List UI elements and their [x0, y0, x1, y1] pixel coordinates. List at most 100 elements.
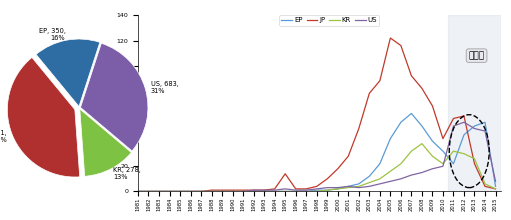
Line: KR: KR [138, 144, 496, 191]
JP [482, 185, 488, 188]
US [356, 186, 362, 189]
KR [261, 190, 267, 193]
Text: 미공개: 미공개 [469, 51, 484, 60]
US [345, 185, 352, 188]
Wedge shape [81, 43, 148, 151]
JP [188, 190, 194, 193]
EP [156, 190, 162, 193]
EP [229, 190, 236, 193]
EP [303, 190, 309, 193]
KR [188, 190, 194, 193]
US [482, 130, 488, 132]
US [198, 190, 204, 193]
Line: JP: JP [138, 38, 496, 191]
EP [324, 189, 330, 191]
EP [167, 190, 173, 193]
EP [377, 162, 383, 165]
KR [208, 190, 215, 193]
JP [461, 115, 467, 117]
Text: EP, 350,
16%: EP, 350, 16% [38, 28, 65, 41]
EP [188, 190, 194, 193]
KR [387, 170, 393, 173]
EP [366, 175, 373, 178]
Text: US, 683,
31%: US, 683, 31% [151, 81, 178, 94]
Wedge shape [7, 57, 80, 177]
JP [261, 189, 267, 191]
KR [293, 190, 299, 193]
KR [156, 190, 162, 193]
EP [177, 190, 183, 193]
JP [146, 190, 152, 193]
KR [250, 190, 257, 193]
US [493, 180, 499, 183]
EP [282, 190, 288, 193]
JP [377, 79, 383, 82]
EP [146, 190, 152, 193]
JP [366, 92, 373, 95]
EP [398, 121, 404, 124]
KR [303, 190, 309, 193]
EP [461, 134, 467, 136]
US [398, 178, 404, 180]
JP [398, 44, 404, 47]
EP [408, 112, 414, 115]
US [377, 183, 383, 185]
KR [408, 150, 414, 152]
EP [293, 190, 299, 193]
KR [335, 188, 341, 190]
JP [167, 190, 173, 193]
EP [419, 125, 425, 127]
JP [472, 162, 478, 165]
KR [482, 183, 488, 185]
JP [250, 189, 257, 191]
JP [419, 87, 425, 90]
JP [429, 104, 435, 107]
EP [472, 125, 478, 127]
US [387, 180, 393, 183]
Bar [448, 15, 501, 191]
JP [450, 117, 456, 120]
JP [303, 188, 309, 190]
EP [261, 190, 267, 193]
Text: KR, 278,
13%: KR, 278, 13% [113, 167, 141, 180]
EP [482, 121, 488, 124]
KR [314, 190, 320, 193]
JP [293, 188, 299, 190]
US [188, 190, 194, 193]
Line: EP: EP [138, 114, 496, 191]
US [156, 190, 162, 193]
US [282, 188, 288, 190]
JP [198, 190, 204, 193]
KR [282, 190, 288, 193]
KR [146, 190, 152, 193]
EP [387, 137, 393, 140]
US [408, 174, 414, 176]
EP [314, 189, 320, 191]
JP [135, 190, 141, 193]
EP [208, 190, 215, 193]
KR [198, 190, 204, 193]
JP [345, 155, 352, 158]
US [261, 189, 267, 191]
KR [345, 186, 352, 189]
EP [356, 183, 362, 185]
KR [440, 162, 446, 165]
JP [219, 189, 225, 191]
US [219, 190, 225, 193]
US [229, 190, 236, 193]
Wedge shape [80, 109, 131, 176]
US [250, 189, 257, 191]
JP [387, 37, 393, 39]
KR [461, 152, 467, 155]
KR [272, 190, 278, 193]
JP [208, 189, 215, 191]
JP [335, 167, 341, 170]
US [450, 125, 456, 127]
EP [250, 190, 257, 193]
US [272, 189, 278, 191]
US [177, 190, 183, 193]
US [208, 190, 215, 193]
JP [493, 188, 499, 190]
US [240, 190, 246, 193]
KR [429, 155, 435, 158]
